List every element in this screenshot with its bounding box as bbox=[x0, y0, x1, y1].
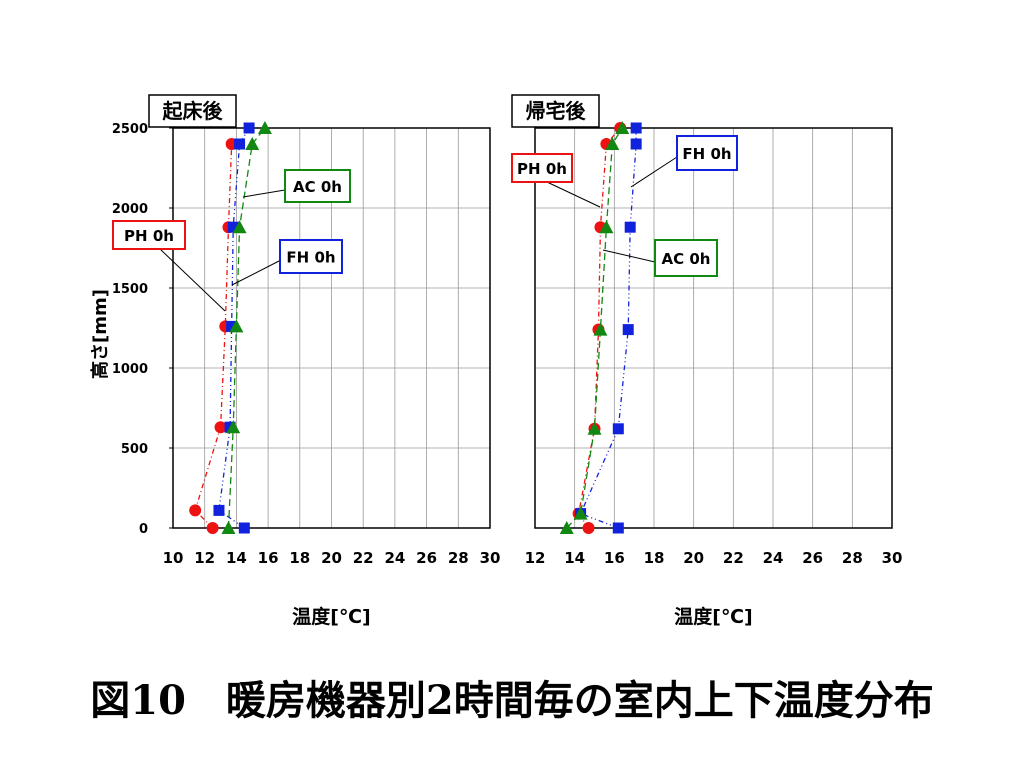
chart-morning: 高さ[mm] 10 12 14 16 18 20 22 24 26 28 30 0 500 1000 150… bbox=[89, 94, 501, 628]
data-point-ac bbox=[599, 220, 614, 234]
y-tick-label: 2000 bbox=[112, 202, 148, 217]
annotation-box bbox=[284, 169, 351, 203]
figure-caption: 図10 暖房機器別2時間毎の室内上下温度分布 bbox=[90, 677, 934, 724]
x-tick-label: 26 bbox=[416, 549, 437, 567]
x-tick-label: 18 bbox=[289, 549, 310, 567]
data-point-fh bbox=[624, 221, 636, 233]
x-tick-label: 24 bbox=[384, 549, 405, 567]
x-tick-label: 14 bbox=[564, 549, 585, 567]
x-tick-label: 24 bbox=[763, 549, 784, 567]
data-point-fh bbox=[612, 423, 624, 435]
data-point-fh bbox=[227, 221, 239, 233]
x-tick-label: 10 bbox=[163, 549, 184, 567]
annotation-label: FH 0h bbox=[286, 249, 335, 267]
data-point-fh bbox=[234, 138, 246, 150]
annotation-label: PH 0h bbox=[124, 227, 174, 245]
x-tick-label: 12 bbox=[525, 549, 546, 567]
annotation-box bbox=[676, 135, 738, 171]
annotation-box bbox=[112, 220, 186, 250]
data-point-fh bbox=[243, 122, 255, 134]
annotation-leader-line bbox=[159, 248, 226, 312]
data-point-fh bbox=[622, 324, 634, 336]
y-tick-label: 1500 bbox=[112, 282, 148, 297]
annotation-leader-line bbox=[630, 156, 678, 188]
y-tick-label: 2500 bbox=[112, 122, 148, 137]
data-point-fh bbox=[226, 320, 238, 332]
x-tick-label: 28 bbox=[842, 549, 863, 567]
annotation-leader-line bbox=[242, 189, 286, 198]
chart-title: 起床後 bbox=[162, 99, 224, 123]
annotation-leader-line bbox=[231, 260, 281, 286]
data-point-ph bbox=[582, 522, 595, 534]
data-point-ac bbox=[229, 319, 244, 333]
x-tick-label: 20 bbox=[683, 549, 704, 567]
y-tick-label: 500 bbox=[121, 442, 148, 457]
data-point-fh bbox=[630, 122, 642, 134]
x-axis-label: 温度[℃] bbox=[674, 605, 752, 628]
chart-title-box bbox=[148, 94, 237, 128]
annotation-label: FH 0h bbox=[682, 145, 731, 163]
data-point-fh bbox=[630, 138, 642, 150]
data-point-ac bbox=[257, 121, 272, 134]
annotation-box bbox=[279, 239, 343, 274]
annotation-label: PH 0h bbox=[517, 160, 567, 178]
x-tick-label: 12 bbox=[194, 549, 215, 567]
data-point-ac bbox=[615, 121, 630, 134]
x-tick-label: 16 bbox=[258, 549, 279, 567]
data-point-ac bbox=[221, 521, 236, 534]
plot-frame bbox=[534, 127, 893, 529]
data-point-ac bbox=[245, 137, 260, 150]
data-point-fh bbox=[612, 522, 624, 534]
annotation-leader-line bbox=[602, 249, 656, 263]
annotation-box bbox=[511, 153, 573, 183]
chart-title-box bbox=[511, 94, 600, 128]
data-point-ac bbox=[605, 137, 620, 150]
x-tick-label: 26 bbox=[802, 549, 823, 567]
x-tick-label: 22 bbox=[723, 549, 744, 567]
x-tick-label: 20 bbox=[321, 549, 342, 567]
x-axis-label: 温度[℃] bbox=[292, 605, 370, 628]
x-tick-label: 18 bbox=[644, 549, 665, 567]
data-point-ac bbox=[232, 220, 247, 234]
data-point-ph bbox=[206, 522, 219, 534]
annotation-box bbox=[654, 239, 718, 277]
y-tick-label: 1000 bbox=[112, 362, 148, 377]
chart-title: 帰宅後 bbox=[526, 99, 587, 123]
x-tick-label: 30 bbox=[882, 549, 903, 567]
annotation-label: AC 0h bbox=[293, 178, 342, 196]
data-point-ac bbox=[559, 521, 574, 534]
x-tick-label: 16 bbox=[604, 549, 625, 567]
data-point-ac bbox=[587, 421, 602, 435]
x-tick-label: 30 bbox=[480, 549, 501, 567]
x-tick-label: 14 bbox=[226, 549, 247, 567]
data-point-fh bbox=[213, 504, 225, 516]
y-tick-label: 0 bbox=[139, 522, 148, 537]
plot-frame bbox=[172, 127, 491, 529]
data-point-ac bbox=[573, 506, 588, 520]
data-point-ac bbox=[226, 420, 241, 434]
annotation-leader-line bbox=[546, 181, 601, 208]
annotation-label: AC 0h bbox=[662, 250, 711, 268]
data-point-fh bbox=[238, 522, 250, 534]
x-tick-label: 22 bbox=[353, 549, 374, 567]
x-tick-label: 28 bbox=[448, 549, 469, 567]
data-point-ph bbox=[214, 421, 227, 434]
data-point-ac bbox=[593, 322, 608, 336]
y-axis-label: 高さ[mm] bbox=[89, 289, 111, 379]
data-point-ph bbox=[189, 504, 202, 517]
